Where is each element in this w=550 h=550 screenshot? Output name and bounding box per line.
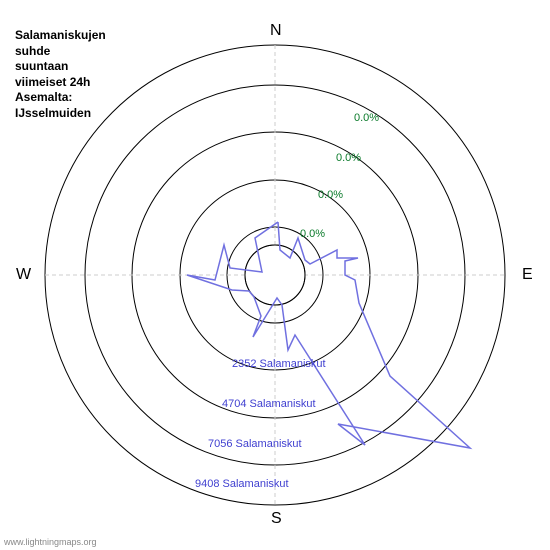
blue-label-2: 7056 Salamaniskut	[208, 438, 302, 450]
compass-w: W	[16, 266, 31, 284]
title-line2: suhde	[15, 44, 50, 58]
center-mask	[246, 246, 304, 304]
blue-label-0: 2352 Salamaniskut	[232, 358, 326, 370]
blue-label-3: 9408 Salamaniskut	[195, 478, 289, 490]
compass-e: E	[522, 266, 533, 284]
chart-title: Salamaniskujen suhde suuntaan viimeiset …	[15, 28, 106, 122]
green-label-2: 0.0%	[318, 189, 343, 201]
title-line3: suuntaan	[15, 59, 68, 73]
green-label-3: 0.0%	[300, 228, 325, 240]
green-label-0: 0.0%	[354, 112, 379, 124]
footer-credit: www.lightningmaps.org	[4, 537, 97, 547]
title-line5: Asemalta:	[15, 90, 72, 104]
compass-s: S	[271, 510, 282, 528]
green-label-1: 0.0%	[336, 152, 361, 164]
title-line1: Salamaniskujen	[15, 28, 106, 42]
title-line6: IJsselmuiden	[15, 106, 91, 120]
data-polygon	[187, 222, 470, 448]
blue-label-1: 4704 Salamaniskut	[222, 398, 316, 410]
title-line4: viimeiset 24h	[15, 75, 90, 89]
compass-n: N	[270, 22, 282, 40]
